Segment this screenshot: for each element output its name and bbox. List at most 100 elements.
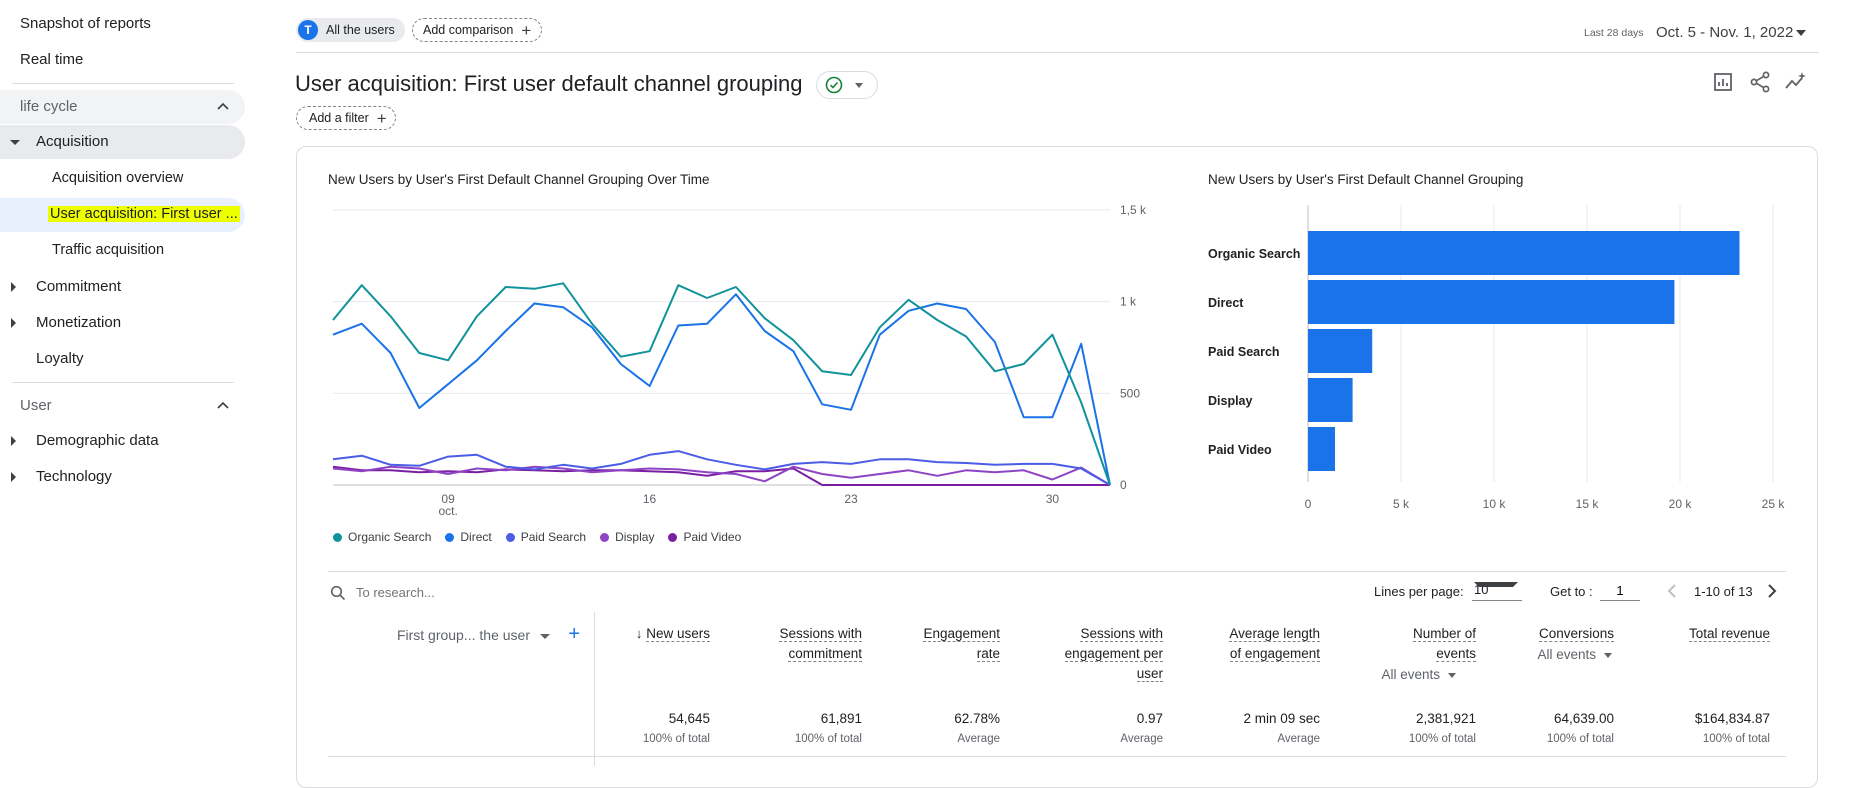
total-value: 54,645 bbox=[668, 711, 710, 726]
date-range-picker[interactable]: Oct. 5 - Nov. 1, 2022 bbox=[1656, 24, 1794, 41]
chevron-up-icon[interactable] bbox=[215, 99, 231, 115]
column-header[interactable]: Total revenue bbox=[1688, 624, 1770, 644]
sidebar-item-label: Demographic data bbox=[36, 432, 159, 449]
x-tick-label: 23 bbox=[844, 492, 858, 506]
caret-right-icon bbox=[11, 472, 16, 482]
series-line-paid-search[interactable] bbox=[332, 450, 1111, 486]
sidebar-item-acquisition[interactable]: Acquisition bbox=[0, 125, 245, 159]
divider bbox=[296, 52, 1819, 53]
legend-swatch bbox=[505, 532, 515, 542]
total-value: 0.97 bbox=[1136, 711, 1163, 726]
legend-item[interactable]: Display bbox=[600, 530, 654, 544]
insights-icon[interactable] bbox=[1784, 70, 1808, 94]
legend-item[interactable]: Direct bbox=[445, 530, 492, 544]
caret-down-icon[interactable] bbox=[1796, 30, 1806, 36]
caret-right-icon bbox=[11, 436, 16, 446]
legend-label: Organic Search bbox=[348, 530, 432, 544]
section-life-cycle[interactable]: life cycle bbox=[0, 90, 245, 124]
legend-swatch bbox=[668, 532, 678, 542]
total-value: 2 min 09 sec bbox=[1243, 711, 1320, 726]
sidebar-item-user-acquisition[interactable]: User acquisition: First user ... bbox=[0, 198, 245, 232]
section-user[interactable]: User bbox=[0, 389, 245, 423]
bar-category-label: Organic Search bbox=[1208, 247, 1300, 261]
caret-down-icon[interactable] bbox=[540, 634, 550, 639]
segment-label: All the users bbox=[326, 23, 395, 37]
chevron-right-icon[interactable] bbox=[1764, 582, 1780, 600]
event-filter-select[interactable]: All events bbox=[1381, 667, 1456, 682]
column-header[interactable]: Sessions with engagement per user bbox=[1064, 624, 1163, 684]
column-header-label: Conversions bbox=[1538, 626, 1614, 642]
bar-paid-search[interactable] bbox=[1308, 329, 1373, 373]
bar-direct[interactable] bbox=[1308, 280, 1675, 324]
legend-item[interactable]: Organic Search bbox=[333, 530, 431, 544]
total-caption: 100% of total bbox=[1702, 733, 1770, 745]
nav-real-time[interactable]: Real time bbox=[20, 51, 84, 68]
x-tick-label: 30 bbox=[1046, 492, 1060, 506]
column-header[interactable]: Conversions bbox=[1538, 624, 1614, 644]
series-line-paid-video[interactable] bbox=[332, 465, 1110, 486]
total-caption: 100% of total bbox=[1546, 733, 1614, 745]
legend-item[interactable]: Paid Search bbox=[505, 530, 587, 544]
legend-swatch bbox=[333, 532, 342, 542]
sidebar-item-demographic-data[interactable]: Demographic data bbox=[0, 424, 245, 458]
add-comparison-button[interactable]: Add comparison + bbox=[412, 18, 543, 42]
y-tick-label: 1 k bbox=[1120, 295, 1137, 309]
sidebar-item-acquisition-overview[interactable]: Acquisition overview bbox=[0, 162, 245, 196]
section-label: life cycle bbox=[20, 98, 78, 115]
add-dimension-icon[interactable]: + bbox=[568, 623, 580, 645]
series-line-direct[interactable] bbox=[332, 293, 1111, 486]
add-filter-button[interactable]: Add a filter + bbox=[296, 106, 396, 130]
sidebar-item-label: Acquisition bbox=[36, 133, 109, 150]
customize-report-icon[interactable] bbox=[1711, 70, 1735, 94]
plus-icon: + bbox=[376, 108, 387, 128]
report-status-button[interactable] bbox=[816, 71, 878, 99]
sidebar-item-label: Commitment bbox=[36, 278, 122, 295]
section-label: User bbox=[20, 397, 52, 414]
chevron-left-icon[interactable] bbox=[1664, 582, 1680, 600]
sidebar-item-technology[interactable]: Technology bbox=[0, 460, 245, 494]
search-input[interactable] bbox=[354, 584, 558, 601]
nav-snapshot-of-reports[interactable]: Snapshot of reports bbox=[20, 15, 151, 32]
event-filter-select[interactable]: All events bbox=[1537, 647, 1612, 662]
add-comparison-label: Add comparison bbox=[423, 23, 514, 37]
bar-x-tick-label: 15 k bbox=[1576, 497, 1600, 511]
bar-organic-search[interactable] bbox=[1308, 231, 1740, 275]
sort-arrow-down-icon: ↓ bbox=[635, 626, 647, 641]
series-line-organic-search[interactable] bbox=[332, 282, 1111, 486]
lines-per-page-select[interactable]: 10 bbox=[1472, 580, 1522, 601]
sidebar-item-traffic-acquisition[interactable]: Traffic acquisition bbox=[0, 234, 245, 268]
series-line-display[interactable] bbox=[332, 465, 1111, 486]
column-header[interactable]: ↓ New users bbox=[636, 624, 710, 644]
column-header[interactable]: Average length of engagement bbox=[1229, 624, 1320, 664]
sidebar-item-commitment[interactable]: Commitment bbox=[0, 270, 245, 304]
event-filter-value: All events bbox=[1537, 647, 1596, 662]
bar-paid-video[interactable] bbox=[1308, 427, 1335, 471]
bar-category-label: Display bbox=[1208, 394, 1253, 408]
go-to-page-input[interactable] bbox=[1600, 580, 1640, 601]
column-header[interactable]: Sessions with commitment bbox=[779, 624, 862, 664]
bar-x-tick-label: 20 k bbox=[1669, 497, 1693, 511]
legend-swatch bbox=[600, 532, 610, 542]
sidebar-item-loyalty[interactable]: Loyalty bbox=[0, 342, 245, 376]
total-value: 64,639.00 bbox=[1553, 711, 1614, 726]
legend-label: Paid Search bbox=[520, 530, 587, 544]
page-title: User acquisition: First user default cha… bbox=[295, 71, 803, 96]
segment-chip-all-users[interactable]: T All the users bbox=[296, 18, 405, 42]
sidebar-item-monetization[interactable]: Monetization bbox=[0, 306, 245, 340]
add-filter-label: Add a filter bbox=[309, 111, 369, 125]
bar-display[interactable] bbox=[1308, 378, 1353, 422]
total-caption: Average bbox=[957, 733, 1000, 745]
legend-swatch bbox=[445, 532, 455, 542]
bar-category-label: Paid Search bbox=[1208, 345, 1280, 359]
legend-item[interactable]: Paid Video bbox=[668, 530, 741, 544]
bar-category-label: Paid Video bbox=[1208, 443, 1272, 457]
dimension-selector[interactable]: First group... the user bbox=[396, 627, 530, 643]
chevron-up-icon[interactable] bbox=[215, 398, 231, 414]
share-icon[interactable] bbox=[1748, 70, 1772, 94]
y-tick-label: 1,5 k bbox=[1120, 203, 1147, 217]
column-header[interactable]: Number of events bbox=[1412, 624, 1476, 664]
line-chart-legend: Organic Search Direct Paid Search Display Pa… bbox=[333, 530, 741, 544]
total-value: 2,381,921 bbox=[1415, 711, 1476, 726]
column-header[interactable]: Engagement rate bbox=[923, 624, 1000, 664]
